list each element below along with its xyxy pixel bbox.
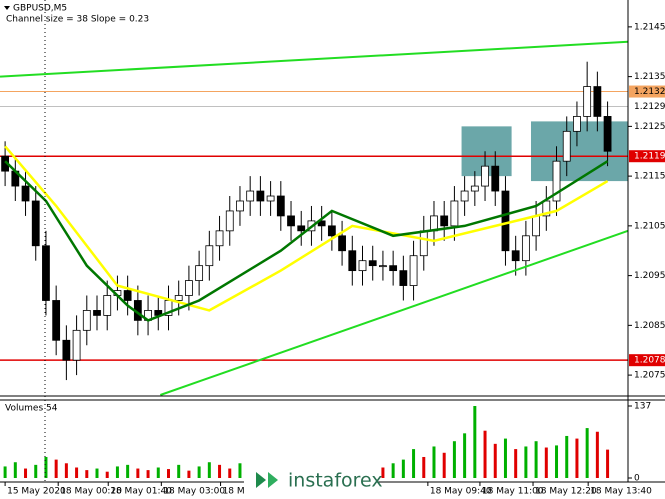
level-label-box (629, 354, 665, 367)
candle-body (338, 235, 346, 252)
candle-body (103, 295, 112, 316)
candle-body (460, 190, 469, 202)
volume-tick-label: 0 (634, 474, 640, 484)
level-label-box (629, 85, 665, 98)
symbol: GBPUSD,M5 (13, 4, 67, 14)
volume-tick-label: 137 (634, 402, 651, 412)
indicator-line (159, 229, 629, 396)
candle-body (348, 250, 357, 272)
candle-body (470, 185, 479, 192)
candle-body (409, 255, 418, 286)
candle-body (450, 200, 459, 227)
candle-body (185, 280, 193, 296)
candle-body (603, 116, 612, 152)
candle-body (205, 245, 214, 267)
candle-body (21, 185, 30, 202)
candle-body (358, 260, 367, 272)
candle-body (368, 260, 377, 267)
candle-body (511, 250, 520, 262)
candle-body (389, 265, 398, 272)
x-tick-label: 18 May 09:40 (430, 487, 492, 497)
candle-body (62, 339, 71, 361)
x-tick-label: 18 May 12:20 (535, 487, 597, 497)
candle-body (573, 116, 581, 132)
candle-body (195, 265, 204, 281)
candle-body (246, 190, 255, 202)
candle-body (583, 86, 592, 117)
watermark-box (244, 462, 376, 499)
candle-body (501, 190, 510, 252)
level-label: 1.2119 (634, 152, 665, 162)
candle-body (236, 200, 244, 212)
candle-body (287, 215, 295, 227)
candle-body (562, 130, 571, 162)
x-tick-label: 18 May 13:40 (590, 487, 652, 497)
watermark-text: instaforex (288, 470, 383, 492)
indicator-info: Channel size = 38 Slope = 0.23 (6, 15, 149, 25)
labels: 1.2145 1.2135 1.2125 1.2115 1.2105 1.2095 1.20… (4, 22, 665, 497)
level-label: 1.2132 (634, 87, 665, 97)
indicator-line (4, 145, 609, 312)
level-label: 1.2078 (634, 356, 665, 366)
candle-body (379, 265, 387, 268)
x-tick-label: 18 May 00:20 (60, 487, 122, 497)
candle-body (256, 190, 265, 202)
candle-body (174, 295, 183, 301)
candle-body (440, 215, 449, 227)
indicator-line (0, 40, 629, 78)
logo-icon (256, 472, 266, 488)
y-tick-label: 1.2115 (634, 172, 665, 182)
x-tick-label: 18 May 11:00 (482, 487, 544, 497)
candle-body (225, 210, 234, 232)
candle-body (399, 270, 408, 286)
candle-body (419, 230, 428, 257)
candle-body (552, 160, 561, 202)
y-tick-label: 1.2135 (634, 72, 665, 82)
candle-body (276, 195, 285, 217)
candle-body (297, 225, 306, 232)
x-tick-label: 18 May 01:40 (110, 487, 172, 497)
candle-body (317, 220, 326, 227)
y-tick-label: 1.2085 (634, 321, 665, 331)
candle-body (93, 310, 101, 316)
candle-body (123, 290, 132, 301)
candle-body (52, 300, 61, 341)
candle-body (31, 200, 40, 247)
logo-icon (268, 472, 278, 488)
y-tick-label: 1.2145 (634, 22, 665, 32)
level-label-box (629, 150, 665, 163)
candle-body (215, 230, 224, 247)
candle-body (42, 245, 50, 301)
level-label-box (629, 100, 665, 113)
candle-body (521, 235, 530, 262)
y-tick-label: 1.2105 (634, 221, 665, 231)
y-tick-label: 1.2095 (634, 271, 665, 281)
candle-body (82, 310, 91, 331)
x-tick-label: 15 May 2020 (7, 487, 66, 497)
candle-body (72, 329, 81, 361)
candle-body (532, 215, 540, 237)
price-pane (0, 40, 629, 396)
y-tick-label: 1.2075 (634, 371, 665, 381)
candle-body (266, 195, 275, 202)
watermark: instaforex (244, 462, 383, 499)
menu-icon (4, 6, 10, 10)
candle-body (327, 225, 336, 237)
volume-title: Volumes 54 (5, 404, 58, 414)
indicator-line (4, 160, 609, 322)
volume-pane: Volumes 54 (3, 404, 610, 478)
candle-body (593, 86, 602, 117)
candle-body (481, 165, 489, 187)
x-tick-label: 18 May (223, 487, 257, 497)
candle-body (491, 165, 500, 192)
y-tick-label: 1.2125 (634, 122, 665, 132)
level-label: 1.2129 (634, 102, 665, 112)
x-tick-label: 18 May 03:00 (163, 487, 225, 497)
